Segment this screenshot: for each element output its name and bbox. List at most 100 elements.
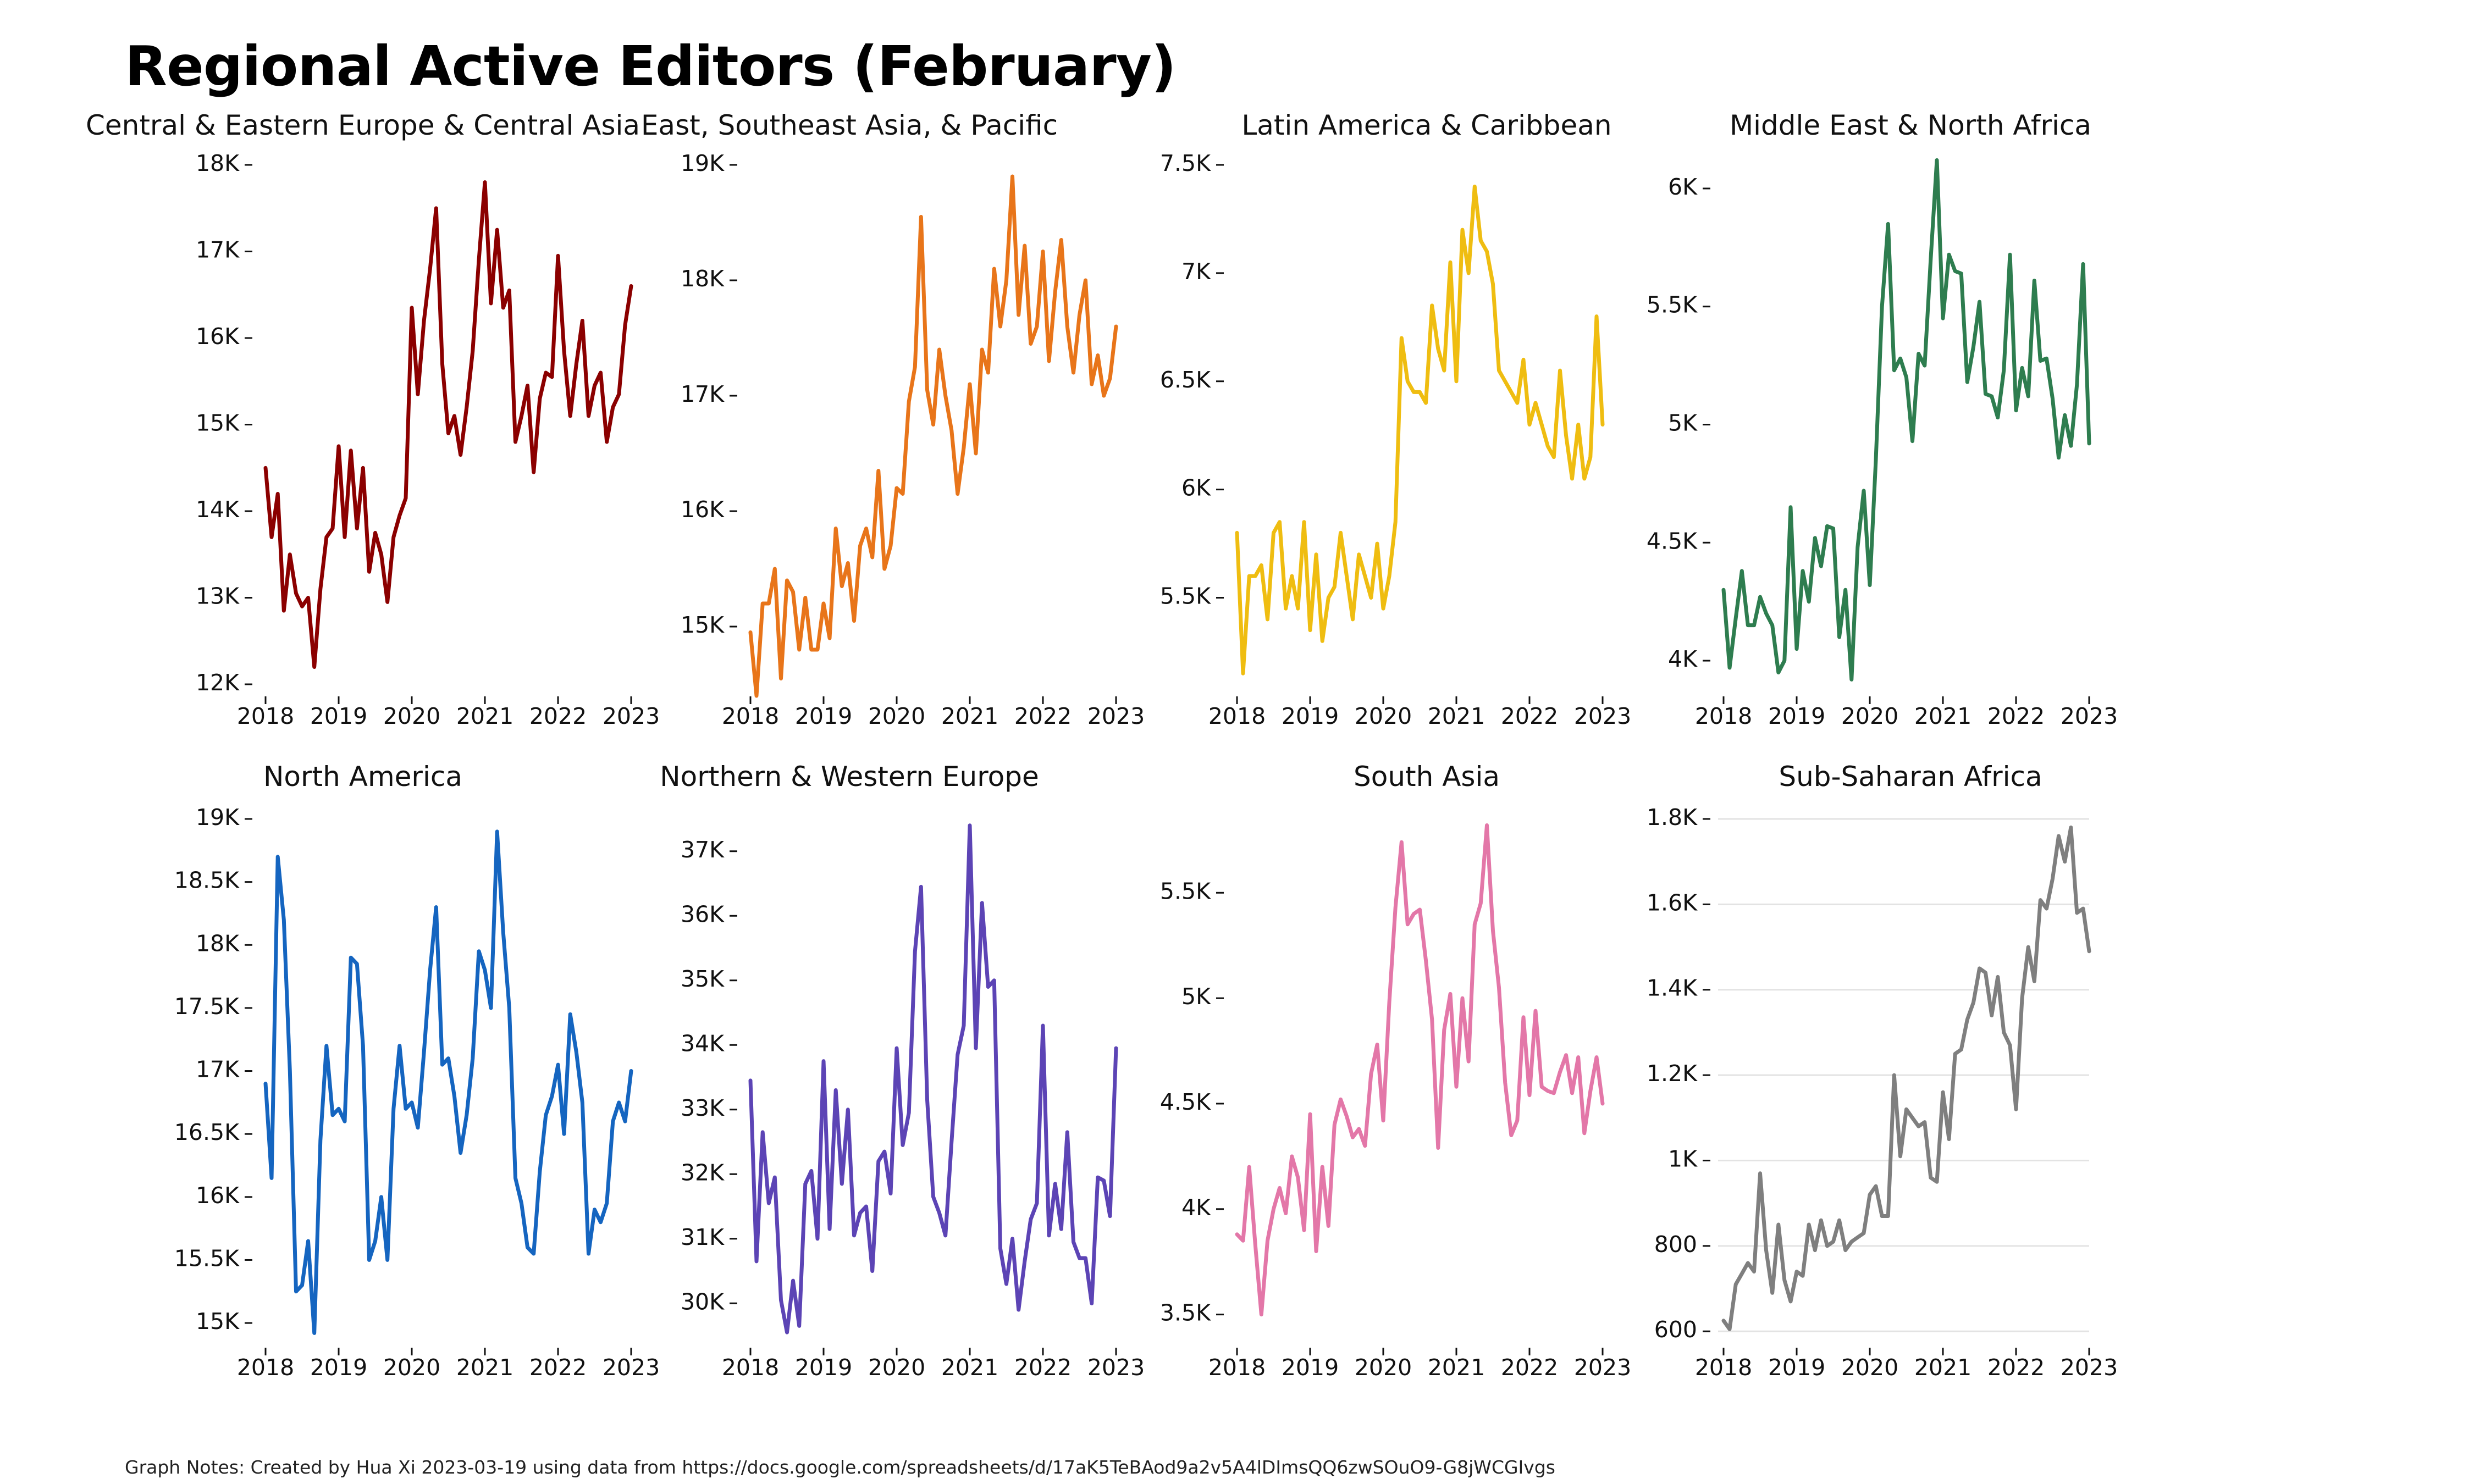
chart-panel-7: South Asia 3.5K 4K 4.5K 5K 5.5K 2018 2019 2020 20… — [1160, 761, 1631, 1381]
x-tick-label: 2019 — [795, 1354, 852, 1381]
y-tick-label: 19K — [681, 150, 725, 176]
x-tick-label: 2020 — [1355, 1354, 1412, 1381]
y-tick-label: 34K — [681, 1030, 725, 1056]
series-line — [263, 829, 633, 1335]
y-tick-label: 16K — [196, 1182, 240, 1209]
y-tick-label: 18K — [681, 265, 725, 292]
y-tick-label: 1K — [1668, 1145, 1698, 1172]
y-tick-label: 31K — [681, 1224, 725, 1250]
x-tick-label: 2022 — [529, 1354, 587, 1381]
x-tick-label: 2021 — [456, 1354, 513, 1381]
x-tick-label: 2020 — [383, 1354, 440, 1381]
x-tick-label: 2020 — [1355, 703, 1412, 729]
x-tick-label: 2019 — [1768, 1354, 1825, 1381]
series-line — [1721, 826, 2091, 1331]
y-tick-label: 15K — [196, 1308, 240, 1335]
x-tick-label: 2018 — [1695, 703, 1752, 729]
y-tick-label: 1.4K — [1647, 975, 1698, 1001]
x-tick-label: 2021 — [1428, 703, 1485, 729]
y-tick-label: 17.5K — [174, 993, 240, 1020]
x-tick-label: 2020 — [383, 703, 440, 729]
x-tick-label: 2022 — [1501, 1354, 1558, 1381]
x-tick-label: 2023 — [1574, 1354, 1631, 1381]
y-tick-label: 7K — [1181, 258, 1211, 285]
x-tick-label: 2023 — [1087, 1354, 1145, 1381]
x-tick-label: 2021 — [1914, 1354, 1972, 1381]
x-tick-label: 2021 — [941, 1354, 998, 1381]
chart-panel-2: East, Southeast Asia, & Pacific 15K 16K 17K… — [641, 109, 1145, 729]
x-tick-label: 2023 — [2061, 1354, 2118, 1381]
panel-title: Northern & Western Europe — [660, 761, 1039, 793]
y-tick-label: 15.5K — [174, 1245, 240, 1271]
panel-title: Sub-Saharan Africa — [1779, 761, 2042, 793]
x-tick-label: 2018 — [1208, 1354, 1266, 1381]
y-tick-label: 37K — [681, 837, 725, 863]
y-tick-label: 12K — [196, 669, 240, 696]
x-tick-label: 2018 — [722, 1354, 779, 1381]
y-tick-label: 14K — [196, 496, 240, 523]
series-line — [748, 823, 1118, 1335]
x-tick-label: 2019 — [795, 703, 852, 729]
y-tick-label: 16K — [681, 496, 725, 523]
x-tick-label: 2021 — [941, 703, 998, 729]
y-tick-label: 4K — [1181, 1194, 1211, 1221]
x-tick-label: 2020 — [868, 703, 925, 729]
y-tick-label: 15K — [196, 410, 240, 436]
panel-title: Middle East & North Africa — [1730, 109, 2091, 141]
y-tick-label: 800 — [1654, 1231, 1697, 1258]
y-tick-label: 6K — [1668, 174, 1698, 200]
y-tick-label: 36K — [681, 901, 725, 927]
panel-title: South Asia — [1354, 761, 1500, 793]
chart-panel-6: Northern & Western Europe 30K 31K 32K 33K 34K… — [660, 761, 1145, 1381]
series-line — [1235, 184, 1605, 675]
y-tick-label: 17K — [196, 1056, 240, 1083]
y-tick-label: 1.8K — [1647, 804, 1698, 830]
chart-panel-1: Central & Eastern Europe & Central Asia 1… — [86, 109, 660, 729]
y-tick-label: 4.5K — [1160, 1089, 1211, 1115]
x-tick-label: 2023 — [1574, 703, 1631, 729]
y-tick-label: 5.5K — [1160, 583, 1211, 610]
x-tick-label: 2018 — [1695, 1354, 1752, 1381]
y-tick-label: 4K — [1668, 646, 1698, 672]
x-tick-label: 2019 — [310, 703, 367, 729]
y-tick-label: 16.5K — [174, 1119, 240, 1145]
panel-title: Latin America & Caribbean — [1241, 109, 1611, 141]
y-tick-label: 32K — [681, 1159, 725, 1186]
y-tick-label: 35K — [681, 966, 725, 992]
y-tick-label: 6.5K — [1160, 367, 1211, 393]
x-tick-label: 2018 — [1208, 703, 1266, 729]
chart-panel-5: North America 15K 15.5K 16K 16.5K 17K 17.5K 18K… — [174, 761, 660, 1381]
series-line — [263, 180, 633, 669]
y-tick-label: 6K — [1181, 475, 1211, 501]
y-tick-label: 5.5K — [1160, 878, 1211, 904]
y-tick-label: 3.5K — [1160, 1300, 1211, 1326]
y-tick-label: 13K — [196, 583, 240, 610]
y-tick-label: 18K — [196, 930, 240, 956]
x-tick-label: 2022 — [1014, 703, 1072, 729]
x-tick-label: 2022 — [1987, 1354, 2045, 1381]
x-tick-label: 2023 — [603, 1354, 660, 1381]
x-tick-label: 2021 — [1914, 703, 1972, 729]
y-tick-label: 5K — [1668, 410, 1698, 436]
x-tick-label: 2022 — [1501, 703, 1558, 729]
y-tick-label: 5K — [1181, 983, 1211, 1010]
x-tick-label: 2020 — [1841, 1354, 1898, 1381]
x-tick-label: 2022 — [1987, 703, 2045, 729]
series-line — [1235, 823, 1605, 1317]
series-line — [1721, 158, 2091, 682]
x-tick-label: 2022 — [529, 703, 587, 729]
y-tick-label: 17K — [681, 381, 725, 407]
y-tick-label: 16K — [196, 323, 240, 350]
panel-title: Central & Eastern Europe & Central Asia — [86, 109, 640, 141]
y-tick-label: 5.5K — [1647, 292, 1698, 318]
x-tick-label: 2023 — [603, 703, 660, 729]
y-tick-label: 19K — [196, 804, 240, 830]
y-tick-label: 1.6K — [1647, 889, 1698, 916]
x-tick-label: 2019 — [310, 1354, 367, 1381]
y-tick-label: 18K — [196, 150, 240, 176]
chart-panel-3: Latin America & Caribbean 5.5K 6K 6.5K 7K 7.5… — [1160, 109, 1631, 729]
y-tick-label: 33K — [681, 1095, 725, 1121]
y-tick-label: 30K — [681, 1288, 725, 1315]
panel-title: East, Southeast Asia, & Pacific — [641, 109, 1058, 141]
chart-panel-8: Sub-Saharan Africa 600 800 1K 1.2K 1.4K 1.6K 1.… — [1647, 761, 2118, 1381]
